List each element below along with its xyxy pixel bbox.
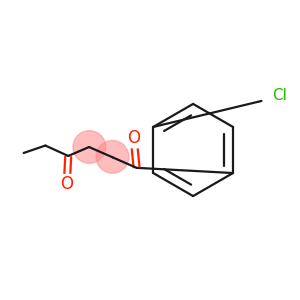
Text: O: O	[127, 129, 140, 147]
Text: O: O	[60, 175, 73, 193]
Text: Cl: Cl	[272, 88, 287, 103]
Circle shape	[73, 131, 106, 164]
Circle shape	[96, 140, 129, 173]
